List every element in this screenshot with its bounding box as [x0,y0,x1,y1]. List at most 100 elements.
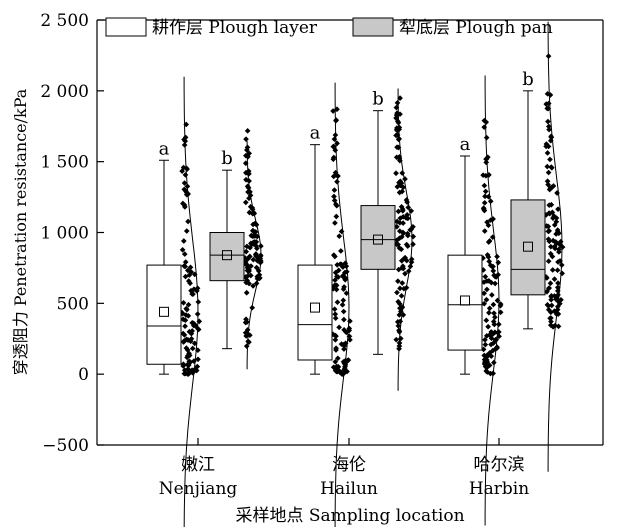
data-point [487,198,494,205]
data-point [242,199,249,206]
x-category-en: Nenjiang [159,479,238,499]
data-point [549,164,555,171]
data-point [494,253,500,260]
data-point [186,272,193,278]
data-point [250,283,256,289]
data-point [333,345,339,352]
data-point [330,108,336,114]
data-point [481,290,487,297]
data-point [549,253,556,260]
data-point [333,368,340,375]
data-point [480,172,486,178]
data-point [490,301,497,308]
data-point [545,123,552,130]
data-point [481,207,488,214]
data-point [482,337,488,343]
data-point [340,264,346,270]
data-point [548,302,555,309]
data-point [404,230,411,237]
data-point [485,239,492,245]
data-point [548,296,554,303]
data-point [491,359,497,366]
data-point [396,179,402,186]
data-point [410,233,417,240]
data-point [546,228,553,234]
data-point [186,328,193,335]
box [360,205,396,270]
data-point [243,289,250,296]
data-point [396,312,403,318]
data-point [399,280,406,286]
data-point [393,336,400,343]
x-category-en: Hailun [320,479,378,499]
data-point [182,172,189,178]
data-point [483,333,490,339]
data-point [341,343,348,349]
legend-swatch-plough-pan [352,17,394,37]
data-point [395,208,402,215]
mean-marker [159,306,169,317]
data-point [399,206,406,212]
data-point [545,258,552,265]
data-point [394,144,400,151]
data-point [493,336,500,343]
data-point [396,300,403,307]
data-point [393,170,399,177]
data-point [252,229,259,235]
y-tick-label: 1 500 [40,153,89,173]
box [209,232,245,282]
data-point [332,358,339,365]
data-point [492,280,498,287]
data-point [244,273,251,279]
data-point [403,257,410,264]
data-point [547,280,554,287]
data-point [546,186,553,193]
data-point [250,233,256,240]
data-point [483,159,490,166]
data-point [181,202,188,208]
data-point [340,371,347,377]
data-point [553,231,559,237]
data-point [333,282,340,289]
significance-letter: a [159,138,170,159]
data-point [330,156,337,163]
data-point [182,323,188,330]
x-category-zh: 哈尔滨 [474,455,525,475]
data-point [341,326,347,333]
data-point [492,329,498,336]
data-point [183,228,190,234]
data-point [345,357,352,363]
data-point [551,213,557,219]
data-point [545,143,552,150]
data-point [334,273,340,280]
data-point [544,178,551,185]
data-point [332,337,339,343]
data-point [189,320,196,326]
data-point [195,356,201,363]
data-point [343,290,350,297]
data-point [185,267,191,274]
legend-swatch-plough-layer [105,17,147,37]
data-point [184,370,191,377]
data-point [184,306,190,313]
data-point [330,143,337,150]
data-point [188,335,195,342]
data-point [340,273,346,279]
mean-marker [310,302,320,313]
data-point [185,301,192,308]
data-point [555,323,562,330]
data-point [397,305,403,311]
data-point [341,316,347,323]
data-point [546,202,553,209]
data-point [552,245,558,252]
data-point [550,183,557,189]
data-point [484,286,490,293]
data-point [332,253,338,260]
significance-letter: a [310,123,321,144]
mean-marker [373,234,383,245]
data-point [482,341,489,348]
data-point [481,182,488,189]
normal-curve [397,88,413,391]
data-point [545,285,552,292]
data-point [338,248,344,254]
